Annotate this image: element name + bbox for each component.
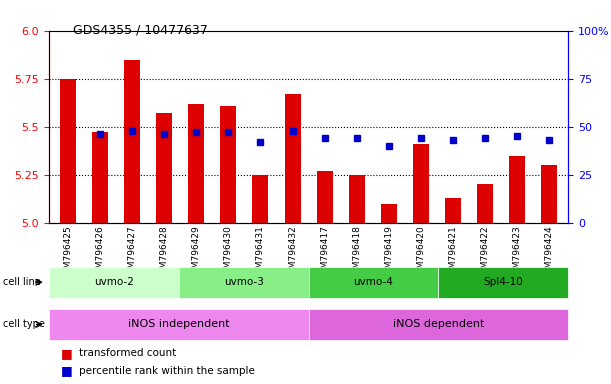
Bar xyxy=(60,79,76,223)
Text: iNOS dependent: iNOS dependent xyxy=(393,319,484,329)
Bar xyxy=(156,113,172,223)
Bar xyxy=(252,175,268,223)
Bar xyxy=(477,184,493,223)
Bar xyxy=(92,132,108,223)
Bar xyxy=(349,175,365,223)
Bar xyxy=(316,171,332,223)
Text: iNOS independent: iNOS independent xyxy=(128,319,230,329)
Text: ■: ■ xyxy=(61,347,73,360)
Text: uvmo-3: uvmo-3 xyxy=(224,277,263,287)
Text: uvmo-2: uvmo-2 xyxy=(94,277,134,287)
Text: Spl4-10: Spl4-10 xyxy=(483,277,523,287)
Text: ■: ■ xyxy=(61,364,73,377)
Text: cell line: cell line xyxy=(3,277,41,287)
Bar xyxy=(445,198,461,223)
Bar xyxy=(285,94,301,223)
Bar xyxy=(124,60,141,223)
Text: transformed count: transformed count xyxy=(79,348,177,358)
Bar xyxy=(509,156,525,223)
Bar xyxy=(541,165,557,223)
Text: GDS4355 / 10477637: GDS4355 / 10477637 xyxy=(73,23,208,36)
Bar xyxy=(221,106,236,223)
Bar xyxy=(413,144,429,223)
Text: cell type: cell type xyxy=(3,319,45,329)
Bar xyxy=(381,204,397,223)
Bar xyxy=(188,104,204,223)
Text: percentile rank within the sample: percentile rank within the sample xyxy=(79,366,255,376)
Text: uvmo-4: uvmo-4 xyxy=(354,277,393,287)
